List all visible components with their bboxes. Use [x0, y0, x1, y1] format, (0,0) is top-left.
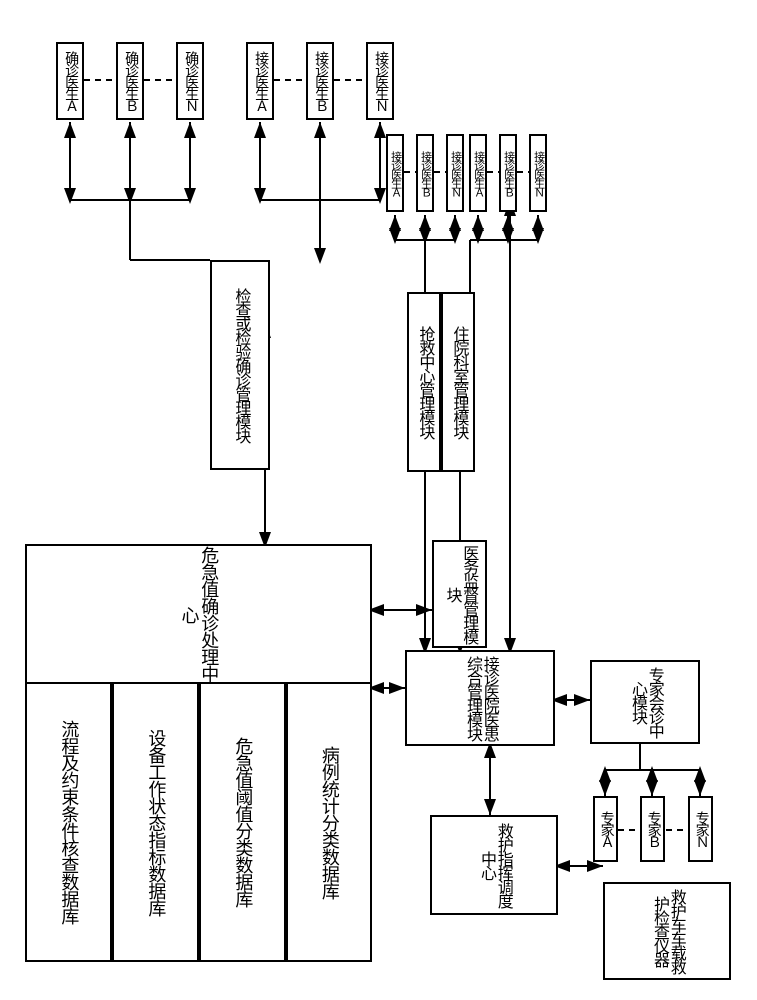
db-threshold: 危急值阈值分类数据库 — [199, 682, 286, 962]
expert-a-label: 专家Ａ — [598, 811, 612, 847]
inpatient-dept-module: 住院科室管理模块 — [441, 292, 475, 472]
check-module-label: 检查或检验确诊管理模块 — [232, 288, 249, 442]
recv-doctor2-n: 接诊医生Ｎ — [366, 42, 394, 120]
expert-center-label: 专家会诊中心模块 — [628, 662, 662, 742]
expert-n-label: 专家Ｎ — [693, 811, 707, 847]
recv-doctor2-b: 接诊医生Ｂ — [306, 42, 334, 120]
diag-doctor-n: 确诊医生Ｎ — [176, 42, 204, 120]
db-threshold-label: 危急值阈值分类数据库 — [233, 737, 253, 907]
ambulance-instruments: 救护车车载救护检查仪器 — [603, 882, 731, 980]
recv-doctor2-a-label: 接诊医生Ａ — [253, 51, 267, 111]
check-module: 检查或检验确诊管理模块 — [210, 260, 270, 470]
medical-supervise-module: 医务监督管理模块 — [432, 540, 487, 648]
recv-doctor4-a-label: 接诊医生Ａ — [472, 151, 483, 196]
db-device-label: 设备工作状态指标数据库 — [146, 729, 166, 916]
expert-n: 专家Ｎ — [688, 796, 713, 862]
db-cases: 病例统计分类数据库 — [286, 682, 372, 962]
expert-b-label: 专家Ｂ — [645, 811, 659, 847]
ambulance-instruments-label: 救护车车载救护检查仪器 — [650, 884, 684, 978]
diag-doctor-a: 确诊医生Ａ — [56, 42, 84, 120]
recv-doctor3-b: 接诊医生Ｂ — [416, 134, 434, 212]
hospital-mgmt-module: 接诊医院医患综合管理模块 — [405, 650, 555, 746]
db-processes: 流程及约束条件核查数据库 — [25, 682, 112, 962]
recv-doctor2-a: 接诊医生Ａ — [246, 42, 274, 120]
diag-doctor-b: 确诊医生Ｂ — [116, 42, 144, 120]
recv-doctor4-a: 接诊医生Ａ — [469, 134, 487, 212]
db-processes-label: 流程及约束条件核查数据库 — [59, 720, 79, 924]
recv-doctor3-a-label: 接诊医生Ａ — [389, 151, 400, 196]
inpatient-dept-label: 住院科室管理模块 — [450, 326, 467, 438]
dispatch-center-label: 救护指挥调度中心 — [477, 817, 511, 913]
critical-value-center-label: 危急值确诊处理中心 — [179, 546, 219, 682]
recv-doctor2-b-label: 接诊医生Ｂ — [313, 51, 327, 111]
recv-doctor4-n: 接诊医生Ｎ — [529, 134, 547, 212]
rescue-center-label: 抢救中心管理模块 — [416, 326, 433, 438]
db-cases-label: 病例统计分类数据库 — [319, 746, 339, 899]
recv-doctor3-b-label: 接诊医生Ｂ — [419, 151, 430, 196]
medical-supervise-label: 医务监督管理模块 — [443, 542, 477, 646]
expert-a: 专家Ａ — [593, 796, 618, 862]
recv-doctor3-n: 接诊医生Ｎ — [446, 134, 464, 212]
recv-doctor4-n-label: 接诊医生Ｎ — [532, 151, 543, 196]
diag-doctor-b-label: 确诊医生Ｂ — [123, 51, 137, 111]
expert-b: 专家Ｂ — [640, 796, 665, 862]
dispatch-center: 救护指挥调度中心 — [430, 815, 558, 915]
recv-doctor3-n-label: 接诊医生Ｎ — [449, 151, 460, 196]
critical-value-center: 危急值确诊处理中心 — [25, 544, 372, 684]
recv-doctor4-b-label: 接诊医生Ｂ — [502, 151, 513, 196]
db-device: 设备工作状态指标数据库 — [112, 682, 199, 962]
hospital-mgmt-label: 接诊医院医患综合管理模块 — [463, 652, 497, 744]
diag-doctor-n-label: 确诊医生Ｎ — [183, 51, 197, 111]
recv-doctor2-n-label: 接诊医生Ｎ — [373, 51, 387, 111]
recv-doctor4-b: 接诊医生Ｂ — [499, 134, 517, 212]
expert-center-module: 专家会诊中心模块 — [590, 660, 700, 744]
rescue-center-module: 抢救中心管理模块 — [407, 292, 441, 472]
recv-doctor3-a: 接诊医生Ａ — [386, 134, 404, 212]
diag-doctor-a-label: 确诊医生Ａ — [63, 51, 77, 111]
